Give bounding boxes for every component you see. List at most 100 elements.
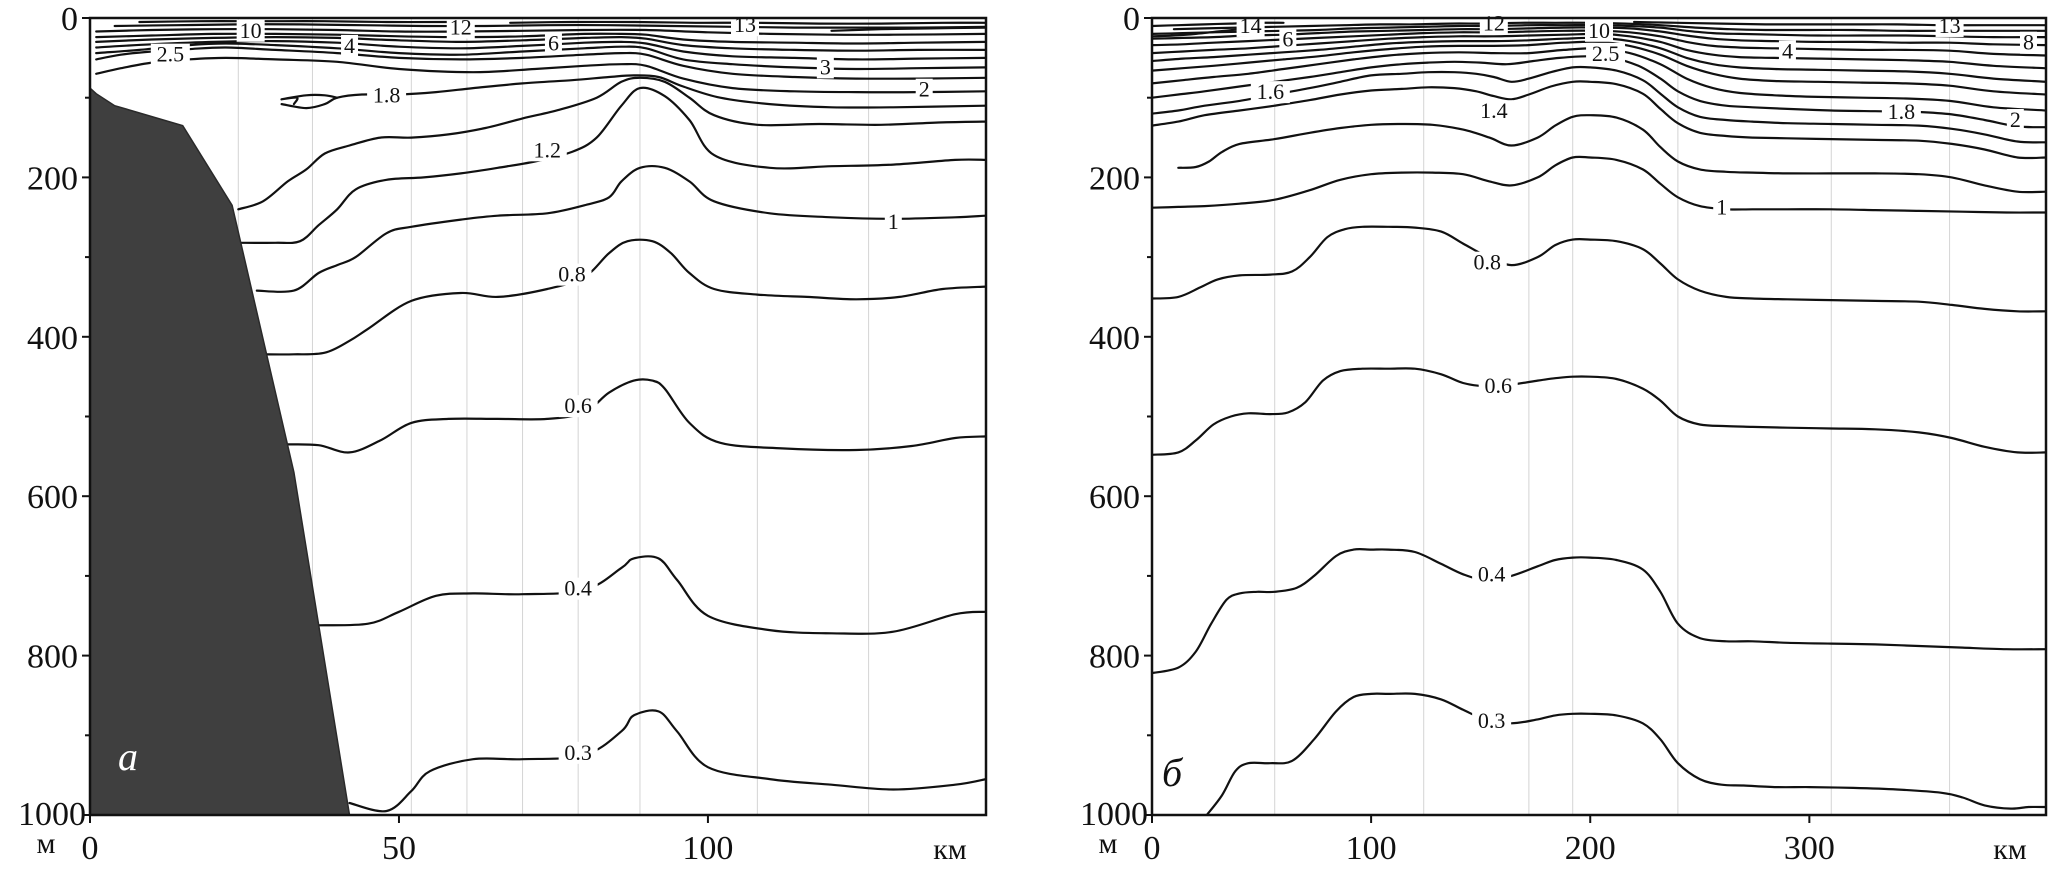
- contour-label-bg: [884, 211, 902, 234]
- contour-line-0.3: [1205, 692, 2046, 815]
- contour-label-bg: [816, 56, 834, 79]
- contour-line-1.6: [1152, 65, 2046, 144]
- x-tick-label: 100: [682, 830, 733, 867]
- contour-label-bg: [236, 19, 265, 42]
- contour-label: 2.5: [1592, 41, 1620, 66]
- contour-label-bg: [1236, 14, 1265, 37]
- contour-line-upper-edge: [138, 20, 450, 24]
- contour-label: 13: [1939, 13, 1961, 38]
- contour-label: 4: [1782, 38, 1793, 63]
- contour-label: 6: [1282, 27, 1293, 52]
- contour-label-bg: [150, 43, 190, 66]
- contour-label-bg: [1935, 14, 1964, 37]
- contour-line-0.4: [1152, 548, 2046, 675]
- contour-label-bg: [1585, 19, 1613, 42]
- contour-line-1.2: [237, 86, 986, 245]
- contour-label-bg: [1472, 563, 1512, 586]
- contour-label: 1.4: [1480, 98, 1508, 123]
- contour-label: 0.3: [1478, 708, 1506, 733]
- contour-label: 10: [240, 18, 262, 43]
- contour-label: 12: [1483, 11, 1505, 36]
- contour-line-1.8: [1152, 55, 2046, 129]
- contour-label: 1: [888, 209, 899, 234]
- y-tick-label: 800: [1089, 639, 1140, 676]
- contour-label: 0.3: [564, 740, 592, 765]
- contour-label: 12: [450, 15, 472, 40]
- x-tick-label: 0: [1144, 830, 1161, 867]
- contour-label-bg: [1881, 101, 1921, 124]
- x-unit-label: км: [933, 833, 967, 866]
- contour-label-bg: [731, 14, 760, 37]
- y-tick-label: 400: [1089, 320, 1140, 357]
- y-tick-label: 600: [27, 479, 78, 516]
- contour-label: 1.8: [1888, 99, 1916, 124]
- contour-line-1: [255, 165, 986, 293]
- contour-line-10: [95, 27, 986, 36]
- contour-label-bg: [1478, 375, 1518, 398]
- contour-line-1.4: [237, 76, 986, 211]
- y-tick-label: 600: [1089, 479, 1140, 516]
- panel-b-contour-section: 14 6 12 102.5 4 13 8 1.6 1.4 1.8 2 1 0.8 0.6 0.4 0.3 0 20…: [1080, 1, 2048, 867]
- contour-line-2.5: [1152, 40, 2046, 96]
- contour-label: 1.8: [373, 82, 401, 107]
- y-tick-label: 800: [27, 639, 78, 676]
- contour-label-bg: [367, 84, 407, 107]
- contour-line-1.2: [1177, 114, 2046, 194]
- contour-line-0.6: [286, 378, 986, 454]
- contour-line-14: [1152, 28, 1241, 38]
- contour-label: 13: [734, 12, 756, 37]
- contour-label-bg: [446, 16, 475, 39]
- contour-line-0.8: [1152, 225, 2046, 313]
- contour-label: 0.4: [1478, 561, 1506, 586]
- y-tick-label: 200: [27, 160, 78, 197]
- y-tick-label: 400: [27, 320, 78, 357]
- contour-line-0.6: [1152, 367, 2046, 456]
- panel-letter: а: [118, 734, 138, 779]
- x-tick-label: 50: [382, 830, 416, 867]
- panel-letter: б: [1162, 750, 1184, 795]
- contour-line-1: [1152, 155, 2046, 214]
- contour-line-0.4: [317, 555, 986, 635]
- contour-label: 6: [548, 31, 559, 56]
- contour-label-bg: [558, 741, 598, 764]
- contour-line-13: [1633, 20, 2046, 27]
- contour-label-bg: [1250, 81, 1290, 104]
- x-tick-label: 100: [1346, 830, 1397, 867]
- contour-label: 0.6: [564, 393, 592, 418]
- contour-line-0.8: [261, 238, 986, 356]
- contour-line-12: [1172, 21, 2046, 32]
- contour-label-bg: [2019, 31, 2037, 54]
- contour-group: [1152, 20, 2046, 815]
- contour-label: 1: [1716, 195, 1727, 220]
- contour-label: 0.6: [1484, 373, 1512, 398]
- contour-label: 0.8: [1474, 250, 1502, 275]
- contour-label-bg: [341, 34, 359, 57]
- panel-a-contour-section: 10 2.5 4 12 6 13 3 2 1.8 1.2 1 0.8 0.6 0.4 0.3 0 200 400 6…: [18, 1, 988, 867]
- contour-label: 0.4: [564, 576, 592, 601]
- contour-label: 2: [919, 77, 930, 102]
- contour-label-bg: [1472, 709, 1512, 732]
- contour-line-1.8-loop-: [280, 93, 339, 106]
- y-tick-label: 0: [1123, 1, 1140, 38]
- contour-label-bg: [558, 577, 598, 600]
- y-tick-label: 1000: [18, 796, 86, 833]
- contour-line-2.5: [95, 46, 986, 80]
- contour-label-bg: [1467, 251, 1507, 274]
- contour-label-bg: [558, 395, 598, 418]
- x-unit-label: км: [1993, 833, 2027, 866]
- contour-label-bg: [1778, 40, 1796, 63]
- y-tick-label: 1000: [1080, 796, 1148, 833]
- contour-label: 4: [344, 33, 355, 58]
- contour-label-bg: [544, 32, 562, 55]
- contour-label-bg: [2006, 109, 2024, 132]
- y-unit-label: м: [1099, 827, 1118, 860]
- contour-label: 0.8: [558, 262, 586, 287]
- y-tick-label: 0: [61, 1, 78, 38]
- contour-label: 2.5: [157, 42, 185, 67]
- x-tick-label: 0: [82, 830, 99, 867]
- seafloor-shape: [89, 86, 351, 816]
- contour-label-bg: [1586, 42, 1626, 65]
- contour-label-bg: [915, 78, 933, 101]
- contour-line-3: [1152, 36, 2046, 83]
